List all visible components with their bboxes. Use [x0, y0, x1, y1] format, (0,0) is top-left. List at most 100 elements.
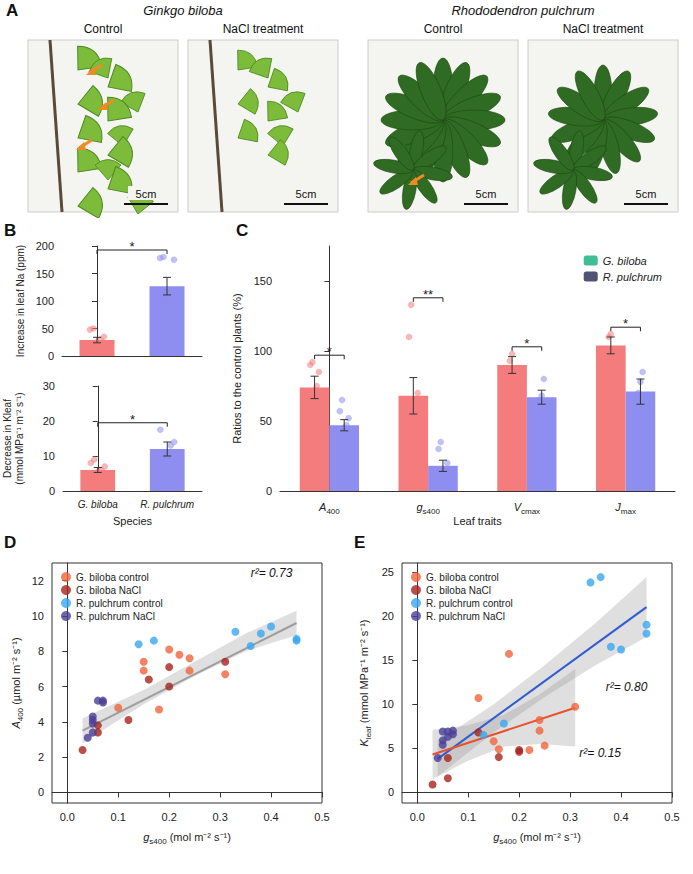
svg-text:s400: s400 [499, 837, 517, 846]
svg-text:2: 2 [38, 751, 44, 763]
svg-text:R. pulchrum NaCl: R. pulchrum NaCl [426, 611, 505, 622]
svg-text:r²= 0.73: r²= 0.73 [251, 566, 293, 580]
svg-text:Control: Control [424, 22, 463, 36]
svg-text:0: 0 [48, 350, 54, 362]
svg-text:*: * [623, 316, 628, 331]
svg-text:G. biloba control: G. biloba control [76, 572, 149, 583]
svg-text:R. pulchrum: R. pulchrum [603, 271, 662, 283]
svg-text:10: 10 [43, 450, 55, 462]
svg-text:5cm: 5cm [476, 188, 497, 200]
svg-text:50: 50 [260, 415, 272, 427]
svg-text:5: 5 [388, 742, 394, 754]
svg-text:Ratios to the control plants (: Ratios to the control plants (%) [231, 293, 243, 443]
svg-text:0.1: 0.1 [111, 811, 126, 823]
svg-text:150: 150 [254, 275, 272, 287]
svg-text:A: A [10, 721, 22, 729]
svg-text:max: max [621, 507, 636, 516]
svg-text:r²= 0.15: r²= 0.15 [579, 746, 621, 760]
svg-text:r²= 0.80: r²= 0.80 [606, 680, 648, 694]
svg-text:400: 400 [16, 707, 25, 721]
svg-text:400: 400 [326, 507, 340, 516]
svg-text:0.5: 0.5 [314, 811, 329, 823]
svg-text:R. pulchrum NaCl: R. pulchrum NaCl [76, 611, 155, 622]
svg-text:0: 0 [266, 485, 272, 497]
svg-text:R. pulchrum control: R. pulchrum control [76, 598, 163, 609]
svg-text:C: C [236, 221, 248, 240]
svg-text:E: E [354, 533, 365, 552]
svg-text:0.0: 0.0 [410, 811, 425, 823]
svg-text:g: g [416, 501, 423, 513]
svg-text:R. pulchrum: R. pulchrum [140, 499, 194, 510]
svg-text:5cm: 5cm [296, 188, 317, 200]
svg-text:5cm: 5cm [636, 188, 657, 200]
svg-text:Control: Control [84, 22, 123, 36]
svg-text:G. biloba: G. biloba [603, 255, 647, 267]
svg-text:5cm: 5cm [136, 188, 157, 200]
svg-text:G. biloba control: G. biloba control [426, 572, 499, 583]
svg-text:Ginkgo biloba: Ginkgo biloba [143, 3, 223, 18]
svg-text:V: V [513, 501, 521, 513]
svg-text:0.2: 0.2 [162, 811, 177, 823]
svg-text:0.3: 0.3 [562, 811, 577, 823]
svg-text:0.0: 0.0 [60, 811, 75, 823]
svg-text:10: 10 [382, 698, 394, 710]
svg-text:0: 0 [38, 786, 44, 798]
svg-text:R. pulchrum control: R. pulchrum control [426, 598, 513, 609]
svg-text:*: * [129, 239, 134, 254]
svg-text:0.4: 0.4 [263, 811, 278, 823]
svg-text:Increase in leaf Na (ppm): Increase in leaf Na (ppm) [15, 245, 26, 357]
svg-text:50: 50 [42, 323, 54, 335]
svg-text:100: 100 [36, 295, 54, 307]
svg-text:8: 8 [38, 645, 44, 657]
svg-text:G. biloba NaCl: G. biloba NaCl [76, 585, 141, 596]
svg-text:s400: s400 [149, 837, 167, 846]
svg-text:D: D [4, 533, 16, 552]
svg-text:0.4: 0.4 [613, 811, 628, 823]
svg-text:0.1: 0.1 [461, 811, 476, 823]
svg-text:**: ** [423, 287, 433, 302]
svg-text:B: B [4, 221, 16, 240]
svg-text:*: * [130, 412, 135, 427]
svg-text:100: 100 [254, 345, 272, 357]
svg-text:0: 0 [388, 786, 394, 798]
svg-text:20: 20 [43, 415, 55, 427]
svg-text:J: J [615, 501, 621, 513]
svg-text:Species: Species [113, 515, 153, 527]
svg-text:cmax: cmax [521, 507, 540, 516]
svg-text:NaCl treatment: NaCl treatment [223, 22, 304, 36]
svg-text:Rhododendron pulchrum: Rhododendron pulchrum [451, 3, 594, 18]
svg-text:25: 25 [382, 566, 394, 578]
svg-text:(µmol m⁻² s⁻¹): (µmol m⁻² s⁻¹) [10, 637, 22, 708]
svg-text:200: 200 [36, 240, 54, 252]
svg-text:6: 6 [38, 681, 44, 693]
svg-text:0.5: 0.5 [664, 811, 679, 823]
svg-text:0.3: 0.3 [212, 811, 227, 823]
svg-text:A: A [6, 1, 18, 20]
svg-text:(mmol MPa⁻¹ m⁻² s⁻¹): (mmol MPa⁻¹ m⁻² s⁻¹) [14, 392, 25, 484]
svg-text:g: g [493, 831, 500, 843]
svg-text:4: 4 [38, 716, 44, 728]
svg-text:G. biloba NaCl: G. biloba NaCl [426, 585, 491, 596]
svg-text:leaf: leaf [364, 725, 373, 739]
svg-text:(mol m⁻² s⁻¹): (mol m⁻² s⁻¹) [517, 831, 581, 843]
svg-text:*: * [327, 344, 332, 359]
svg-text:0: 0 [49, 485, 55, 497]
svg-text:s400: s400 [423, 507, 441, 516]
svg-text:20: 20 [382, 610, 394, 622]
svg-text:15: 15 [382, 654, 394, 666]
svg-text:NaCl treatment: NaCl treatment [563, 22, 644, 36]
svg-text:*: * [524, 336, 529, 351]
svg-text:Leaf traits: Leaf traits [453, 515, 502, 527]
svg-text:0.2: 0.2 [512, 811, 527, 823]
svg-text:G. biloba: G. biloba [78, 499, 118, 510]
svg-text:Decrease in Kleaf: Decrease in Kleaf [2, 399, 13, 478]
svg-text:12: 12 [32, 575, 44, 587]
svg-text:(mmol MPa⁻¹ m⁻² s⁻¹): (mmol MPa⁻¹ m⁻² s⁻¹) [358, 620, 370, 727]
svg-text:K: K [358, 739, 370, 747]
svg-text:150: 150 [36, 268, 54, 280]
svg-text:A: A [318, 501, 326, 513]
svg-text:g: g [143, 831, 150, 843]
svg-text:(mol m⁻² s⁻¹): (mol m⁻² s⁻¹) [167, 831, 231, 843]
svg-text:30: 30 [43, 380, 55, 392]
svg-text:10: 10 [32, 610, 44, 622]
